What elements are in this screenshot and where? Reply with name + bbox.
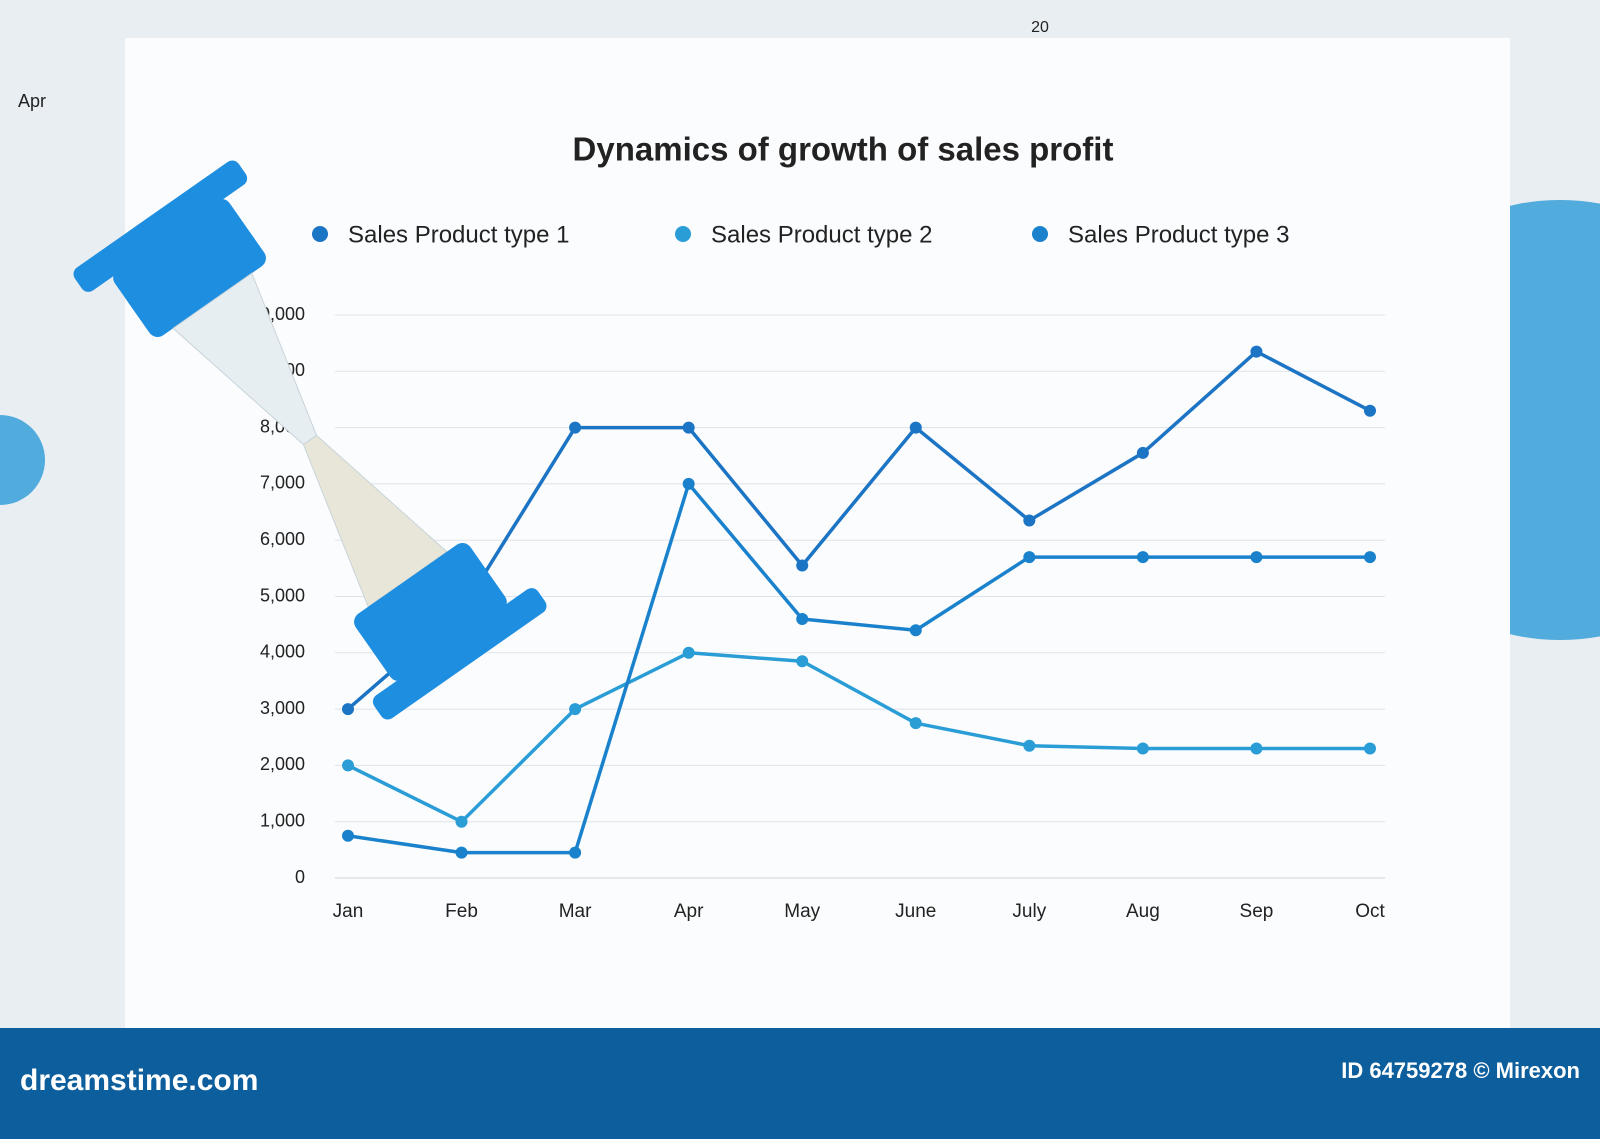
data-point [796,655,809,668]
data-point [1250,551,1263,564]
background-pie [0,415,45,505]
data-point [682,421,695,434]
legend-label: Sales Product type 2 [711,221,932,248]
hourglass [73,160,547,720]
data-point [1250,345,1263,358]
data-point [1023,739,1036,752]
data-point [909,717,922,730]
data-point [1023,551,1036,564]
data-point [455,846,468,859]
background-text: 20 [1031,19,1049,36]
x-tick-label: June [895,901,936,922]
y-tick-label: 7,000 [260,473,305,493]
x-tick-label: Apr [674,901,704,922]
data-point [909,624,922,637]
x-tick-label: May [784,901,820,922]
data-point [1364,551,1376,564]
legend-marker [312,226,328,242]
series-line [347,651,1370,824]
data-point [342,703,354,716]
chart-title: Dynamics of growth of sales profit [573,131,1114,168]
data-point [796,559,809,572]
x-tick-label: Oct [1355,901,1385,922]
data-point [342,759,354,772]
data-point [682,646,695,659]
plot: 01,0002,0003,0004,0005,0006,0007,0008,00… [250,221,1386,922]
data-point [909,421,922,434]
x-tick-label: July [1012,901,1046,922]
data-point [1136,551,1149,564]
data-point [569,846,582,859]
y-tick-label: 0 [295,867,305,887]
background-text: Apr [18,91,46,111]
data-point [1136,742,1149,755]
data-point [682,477,695,490]
data-point [455,815,468,828]
legend-label: Sales Product type 1 [348,221,569,248]
y-tick-label: 5,000 [260,585,305,605]
series-line [347,482,1370,855]
hourglass-cap [113,198,266,337]
data-point [796,613,809,626]
footer-credit: ID 64759278 © Mirexon [1341,1058,1580,1083]
data-point [569,421,582,434]
x-tick-label: Sep [1240,901,1274,922]
hourglass-cap [372,588,547,720]
y-tick-label: 2,000 [260,754,305,774]
legend-label: Sales Product type 3 [1068,221,1289,248]
data-point [1250,742,1263,755]
y-tick-label: 3,000 [260,698,305,718]
footer-site: dreamstime.com [20,1064,258,1097]
x-tick-label: Feb [445,901,478,922]
data-point [1023,514,1036,527]
legend-marker [675,226,691,242]
hourglass-cap [354,543,507,682]
hourglass-cap [73,160,248,292]
legend-marker [1032,226,1048,242]
y-tick-label: 6,000 [260,529,305,549]
x-tick-label: Jan [333,901,364,922]
paper [125,38,1510,1028]
data-point [1364,742,1376,755]
data-point [1364,404,1376,417]
y-tick-label: 1,000 [260,810,305,830]
x-tick-label: Aug [1126,901,1160,922]
series-line [346,349,1371,711]
data-point [1136,446,1149,459]
data-point [342,829,354,842]
footer-bar [0,1028,1600,1139]
x-tick-label: Mar [559,901,592,922]
data-point [569,703,582,716]
y-tick-label: 4,000 [260,642,305,662]
